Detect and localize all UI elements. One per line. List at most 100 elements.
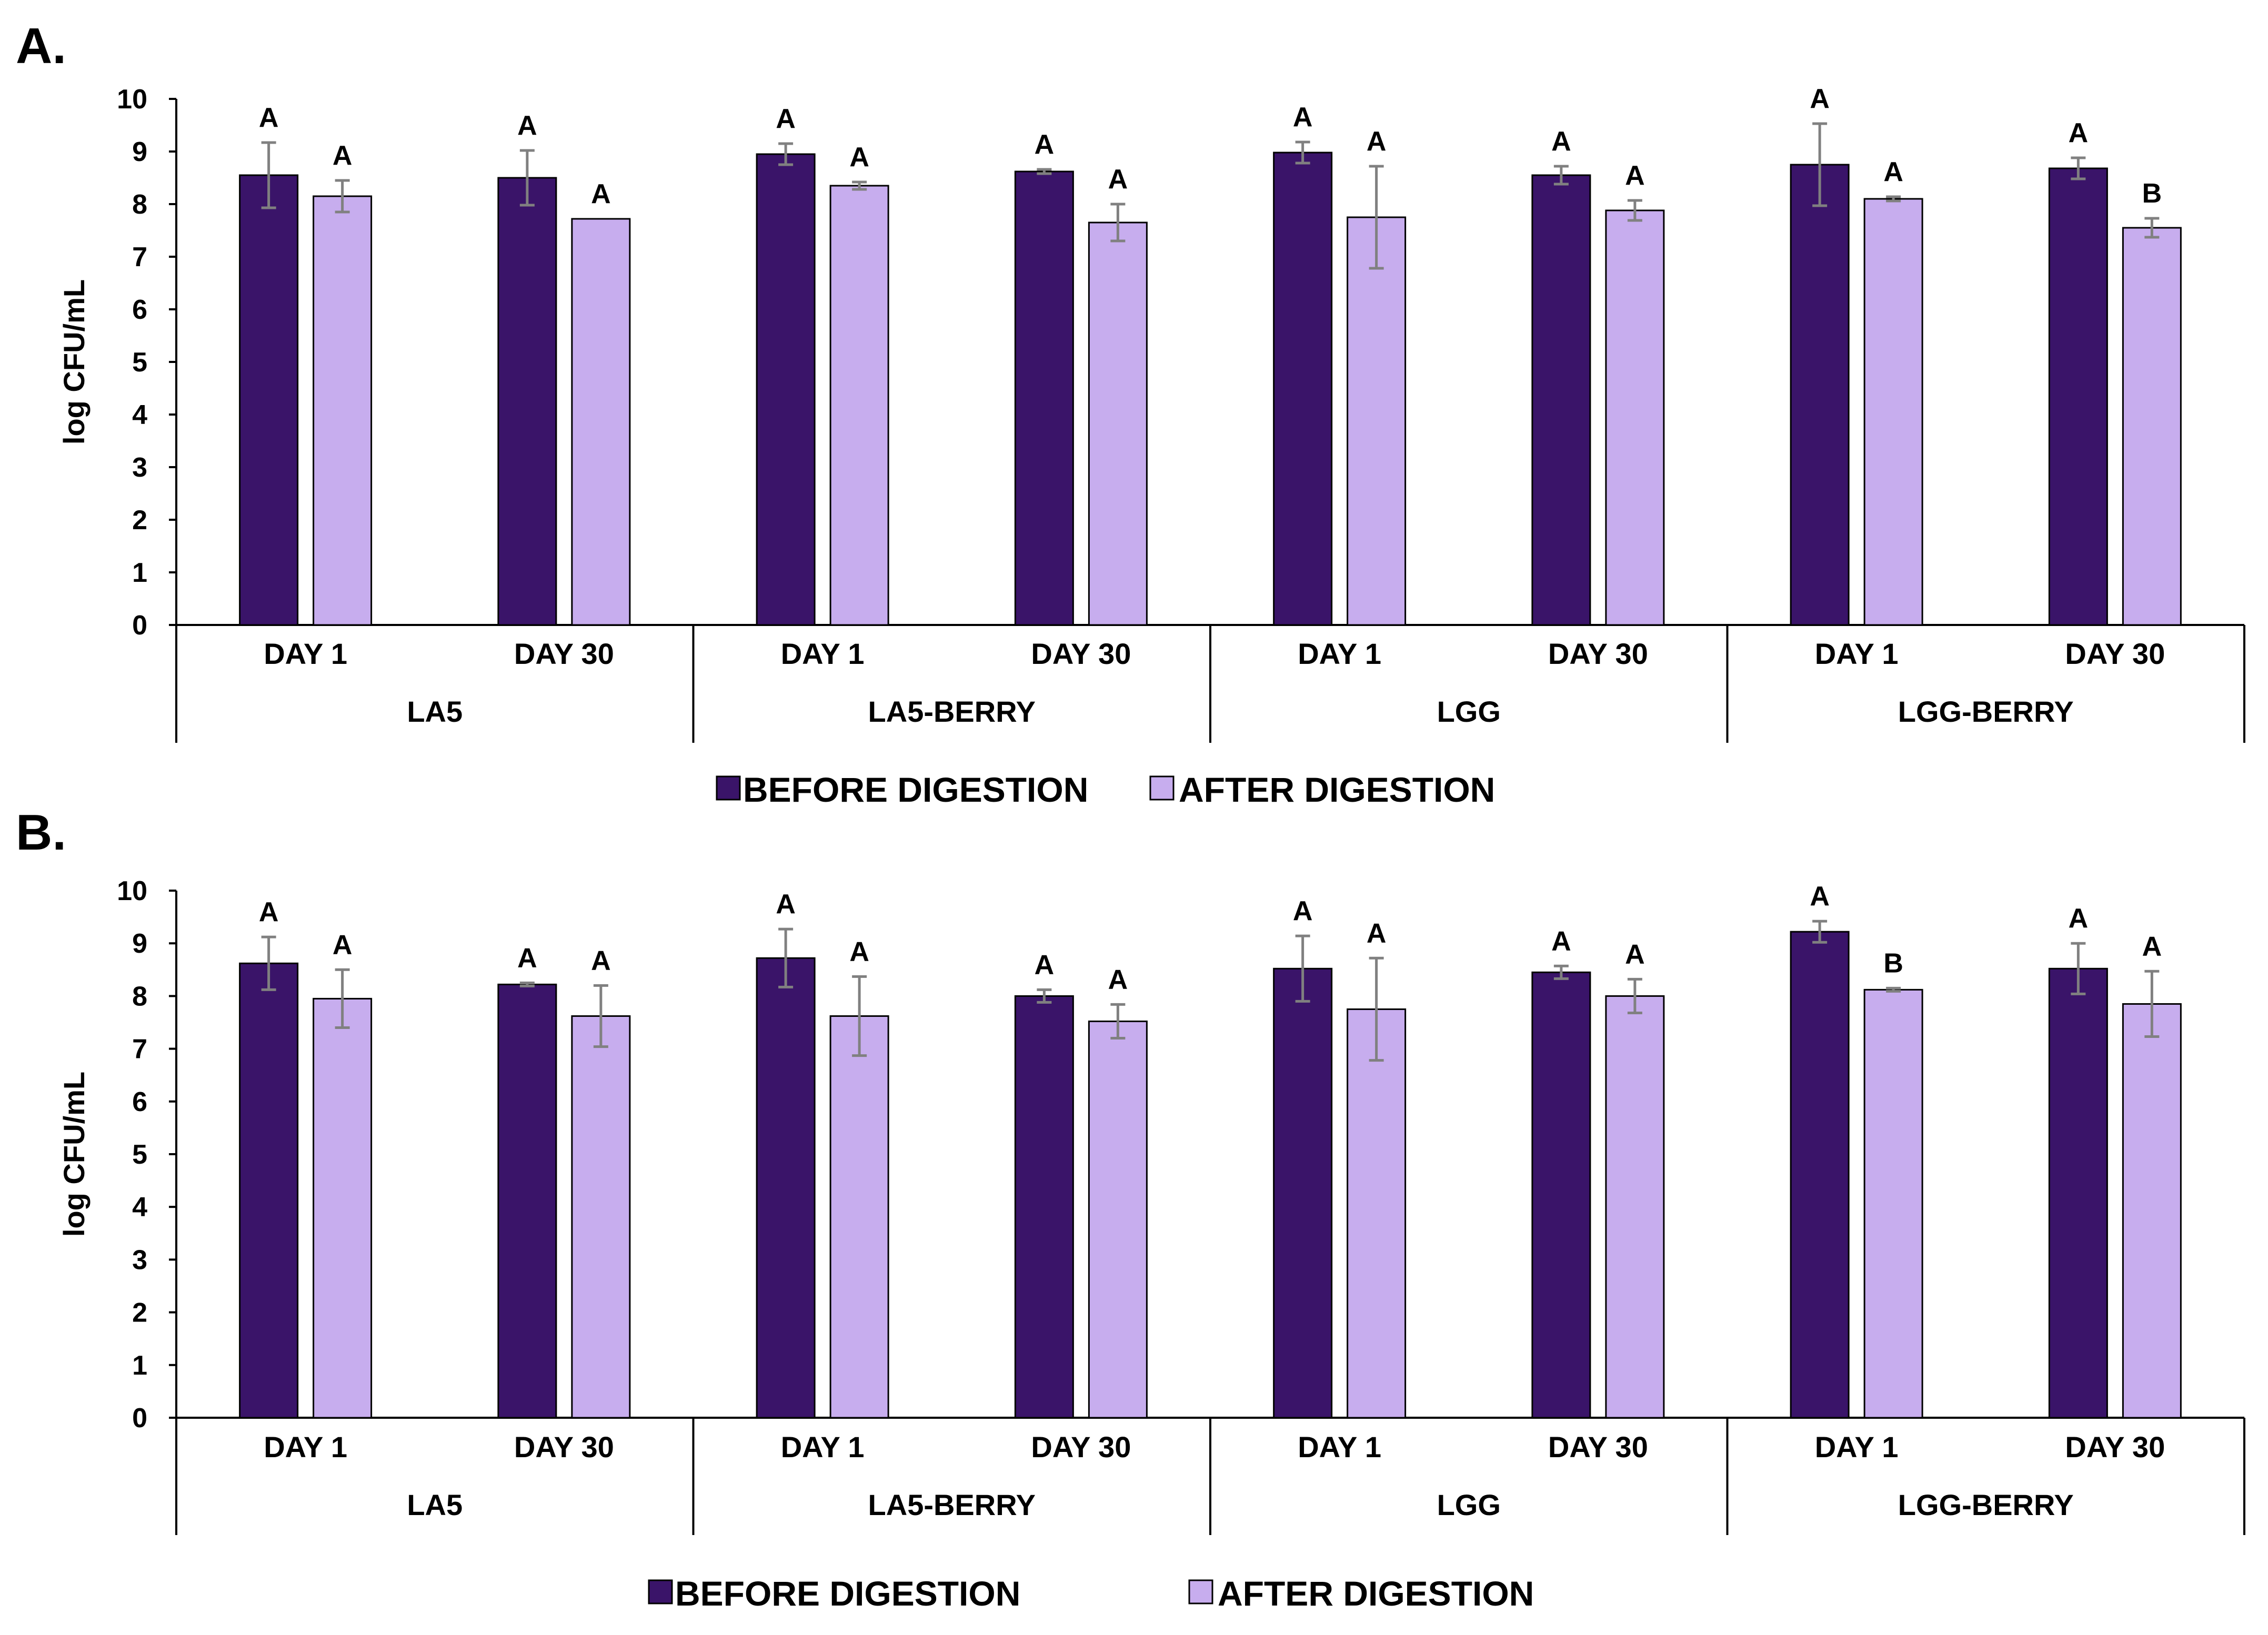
bar-after-digestion (1863, 198, 1923, 626)
y-tick-label: 2 (132, 1298, 147, 1328)
legend-label: AFTER DIGESTION (1218, 1574, 1534, 1613)
y-tick-label: 7 (132, 1034, 147, 1065)
x-category-label: DAY 1 (781, 1430, 865, 1464)
significance-letter: A (333, 140, 353, 171)
x-category-label: DAY 30 (1548, 1430, 1648, 1464)
bar-after-digestion (1088, 1020, 1148, 1419)
x-category-label: DAY 1 (1298, 1430, 1381, 1464)
x-group-label: LA5-BERRY (868, 1488, 1036, 1521)
bar-after-digestion (1863, 988, 1923, 1419)
x-category-label: DAY 1 (1815, 637, 1899, 670)
bar-before-digestion (497, 177, 557, 626)
panel-label: A. (16, 18, 66, 74)
significance-letter: A (1108, 964, 1128, 995)
bar-after-digestion (571, 218, 631, 626)
significance-letter: A (1293, 896, 1313, 926)
bar-before-digestion (756, 153, 816, 626)
significance-letter: A (849, 936, 869, 967)
x-category-label: DAY 30 (2065, 637, 2165, 670)
bar-after-digestion (2122, 1003, 2182, 1419)
bar-before-digestion (756, 957, 816, 1419)
bar-before-digestion (1790, 164, 1850, 626)
significance-letter: A (1551, 926, 1571, 956)
legend-swatch-after (1149, 775, 1175, 801)
x-category-label: DAY 30 (1548, 637, 1648, 670)
significance-letter: A (776, 104, 796, 134)
y-tick-label: 10 (117, 876, 147, 906)
significance-letter: A (1810, 84, 1830, 114)
y-tick-label: 6 (132, 1087, 147, 1117)
y-tick-label: 1 (132, 1350, 147, 1381)
significance-letter: A (1883, 157, 1903, 187)
significance-letter: A (2069, 118, 2089, 148)
bar-before-digestion (239, 174, 299, 626)
bar-before-digestion (1531, 971, 1591, 1419)
significance-letter: A (1810, 881, 1830, 912)
significance-letter: A (1108, 164, 1128, 195)
significance-letter: A (2069, 903, 2089, 934)
significance-letter: A (1035, 129, 1055, 160)
bar-after-digestion (1088, 221, 1148, 626)
significance-letter: A (1625, 939, 1645, 970)
y-tick-label: 8 (132, 981, 147, 1012)
panel-label: B. (16, 804, 66, 861)
x-group-label: LGG (1437, 1488, 1501, 1521)
significance-letter: A (259, 103, 279, 133)
bar-before-digestion (1531, 174, 1591, 626)
x-group-label: LGG (1437, 695, 1501, 728)
y-tick-label: 5 (132, 347, 147, 378)
legend-swatch-before (716, 775, 741, 801)
panel-b-chart: B. log CFU/mL 0 1 2 3 4 5 6 7 8 9 10 DAY 1 DAY 30 LA5 DA… (16, 804, 2245, 1613)
y-tick-label: 2 (132, 505, 147, 536)
significance-letter: A (259, 897, 279, 927)
y-tick-label: 3 (132, 452, 147, 483)
x-group-label: LA5-BERRY (868, 695, 1036, 728)
significance-letter: A (1293, 102, 1313, 133)
x-category-label: DAY 30 (1031, 637, 1131, 670)
y-axis-title: log CFU/mL (57, 1072, 91, 1237)
significance-letter: B (2142, 178, 2162, 209)
y-tick-label: 3 (132, 1245, 147, 1275)
x-category-label: DAY 1 (1298, 637, 1381, 670)
y-tick-label: 9 (132, 928, 147, 959)
x-category-label: DAY 30 (514, 637, 614, 670)
legend-swatch-before (648, 1579, 673, 1604)
x-category-label: DAY 1 (781, 637, 865, 670)
x-category-label: DAY 1 (264, 637, 347, 670)
x-category-label: DAY 30 (514, 1430, 614, 1464)
bar-before-digestion (2048, 167, 2108, 626)
bar-after-digestion (2122, 227, 2182, 626)
x-group-label: LGG-BERRY (1898, 695, 2074, 728)
bar-after-digestion (1605, 995, 1665, 1419)
y-tick-label: 6 (132, 295, 147, 325)
significance-letter: A (591, 179, 611, 209)
panel-a-chart: A. log CFU/mL 0 1 2 3 4 5 6 7 8 9 10 DAY 1 DAY 30 LA5 DA… (16, 18, 2245, 809)
bar-after-digestion (829, 1015, 889, 1419)
significance-letter: A (1551, 126, 1571, 157)
bar-before-digestion (1014, 995, 1074, 1419)
y-tick-label: 5 (132, 1139, 147, 1170)
bar-before-digestion (1273, 152, 1333, 626)
x-group-label: LA5 (407, 1488, 463, 1521)
significance-letter: A (1367, 918, 1387, 948)
bar-after-digestion (313, 997, 373, 1419)
bar-before-digestion (1273, 967, 1333, 1419)
bar-after-digestion (1347, 1008, 1407, 1419)
significance-letter: A (776, 889, 796, 920)
x-category-label: DAY 1 (264, 1430, 347, 1464)
significance-letter: A (517, 943, 537, 973)
significance-letter: A (2142, 931, 2162, 962)
y-tick-label: 9 (132, 137, 147, 167)
y-tick-label: 4 (132, 1192, 147, 1223)
bar-after-digestion (571, 1015, 631, 1419)
y-tick-label: 8 (132, 189, 147, 220)
bar-before-digestion (497, 983, 557, 1419)
legend-label: AFTER DIGESTION (1179, 770, 1495, 809)
significance-letter: A (1367, 126, 1387, 157)
y-tick-label: 1 (132, 558, 147, 588)
x-category-label: DAY 30 (1031, 1430, 1131, 1464)
bar-before-digestion (1790, 931, 1850, 1419)
y-tick-label: 0 (132, 1403, 147, 1434)
significance-letter: A (517, 110, 537, 141)
